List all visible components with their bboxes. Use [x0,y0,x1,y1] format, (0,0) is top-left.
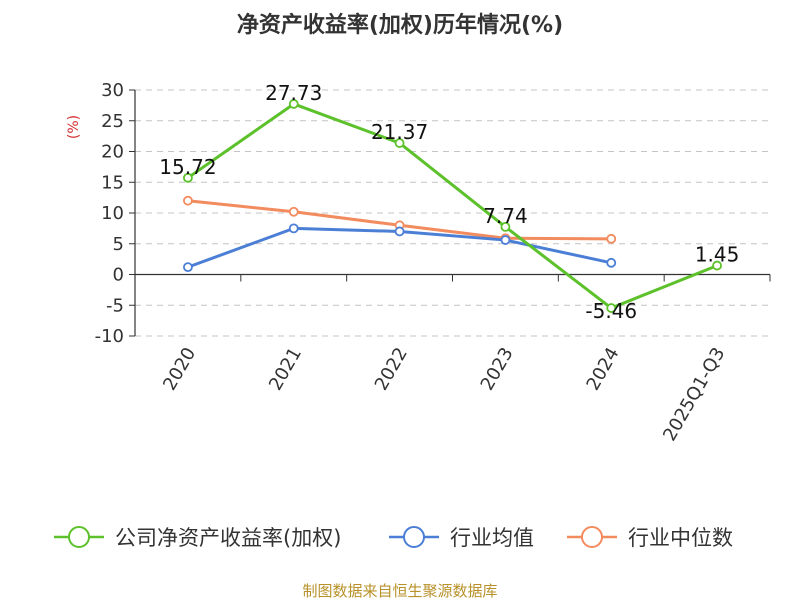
legend-marker [581,526,603,548]
axes: 30 25 20 15 10 5 0 -5 -10 2020 2021 2022 2023 2024 202… [95,80,771,445]
data-point [288,223,299,234]
x-tick-label: 2025Q1-Q3 [659,344,729,445]
legend: 公司净资产收益率(加权) 行业均值 行业中位数 [54,526,733,550]
y-tick-label: 15 [101,172,124,193]
data-point [500,235,511,245]
data-point [606,233,617,244]
y-tick-label: 20 [101,142,124,163]
data-point [288,206,299,217]
series-line [187,102,718,310]
data-label: 15.72 [159,155,216,179]
data-point [500,221,511,232]
y-tick-label: -10 [95,326,124,347]
x-tick-label: 2022 [371,344,412,394]
legend-label: 公司净资产收益率(加权) [115,526,341,550]
data-point [288,99,299,109]
legend-item: 行业均值 [389,526,534,550]
y-axis-label: (%) [66,115,82,139]
y-tick-label: 25 [101,111,124,132]
series-lines [183,99,722,313]
source-note: 制图数据来自恒生聚源数据库 [302,582,497,600]
x-tick-label: 2021 [265,344,306,394]
legend-item: 公司净资产收益率(加权) [54,526,341,550]
y-tick-label: 5 [113,234,124,255]
data-point [183,262,193,273]
data-label: -5.46 [585,299,637,323]
x-tick-label: 2020 [159,344,200,394]
data-point [606,257,617,268]
data-labels: 15.72 27.73 21.37 7.74 -5.46 1.45 [159,81,739,323]
grid [135,89,770,337]
data-point [394,138,405,148]
legend-label: 行业中位数 [628,526,733,550]
data-point [183,172,193,183]
data-label: 1.45 [695,243,740,267]
legend-item: 行业中位数 [567,526,733,550]
legend-marker [403,526,425,548]
data-label: 27.73 [265,81,322,105]
data-point [183,195,193,206]
y-tick-label: 0 [113,265,124,286]
data-point [712,260,722,271]
y-tick-label: 30 [101,80,124,101]
y-tick-label: 10 [101,203,124,224]
legend-label: 行业均值 [450,526,534,550]
data-point [394,226,405,237]
x-tick-label: 2023 [477,344,518,394]
chart-title: 净资产收益率(加权)历年情况(%) [237,12,563,38]
legend-marker [68,526,90,548]
data-label: 21.37 [371,120,428,144]
data-label: 7.74 [483,204,528,228]
data-point [606,303,617,313]
x-tick-label: 2024 [582,344,623,394]
y-tick-label: -5 [106,295,124,316]
